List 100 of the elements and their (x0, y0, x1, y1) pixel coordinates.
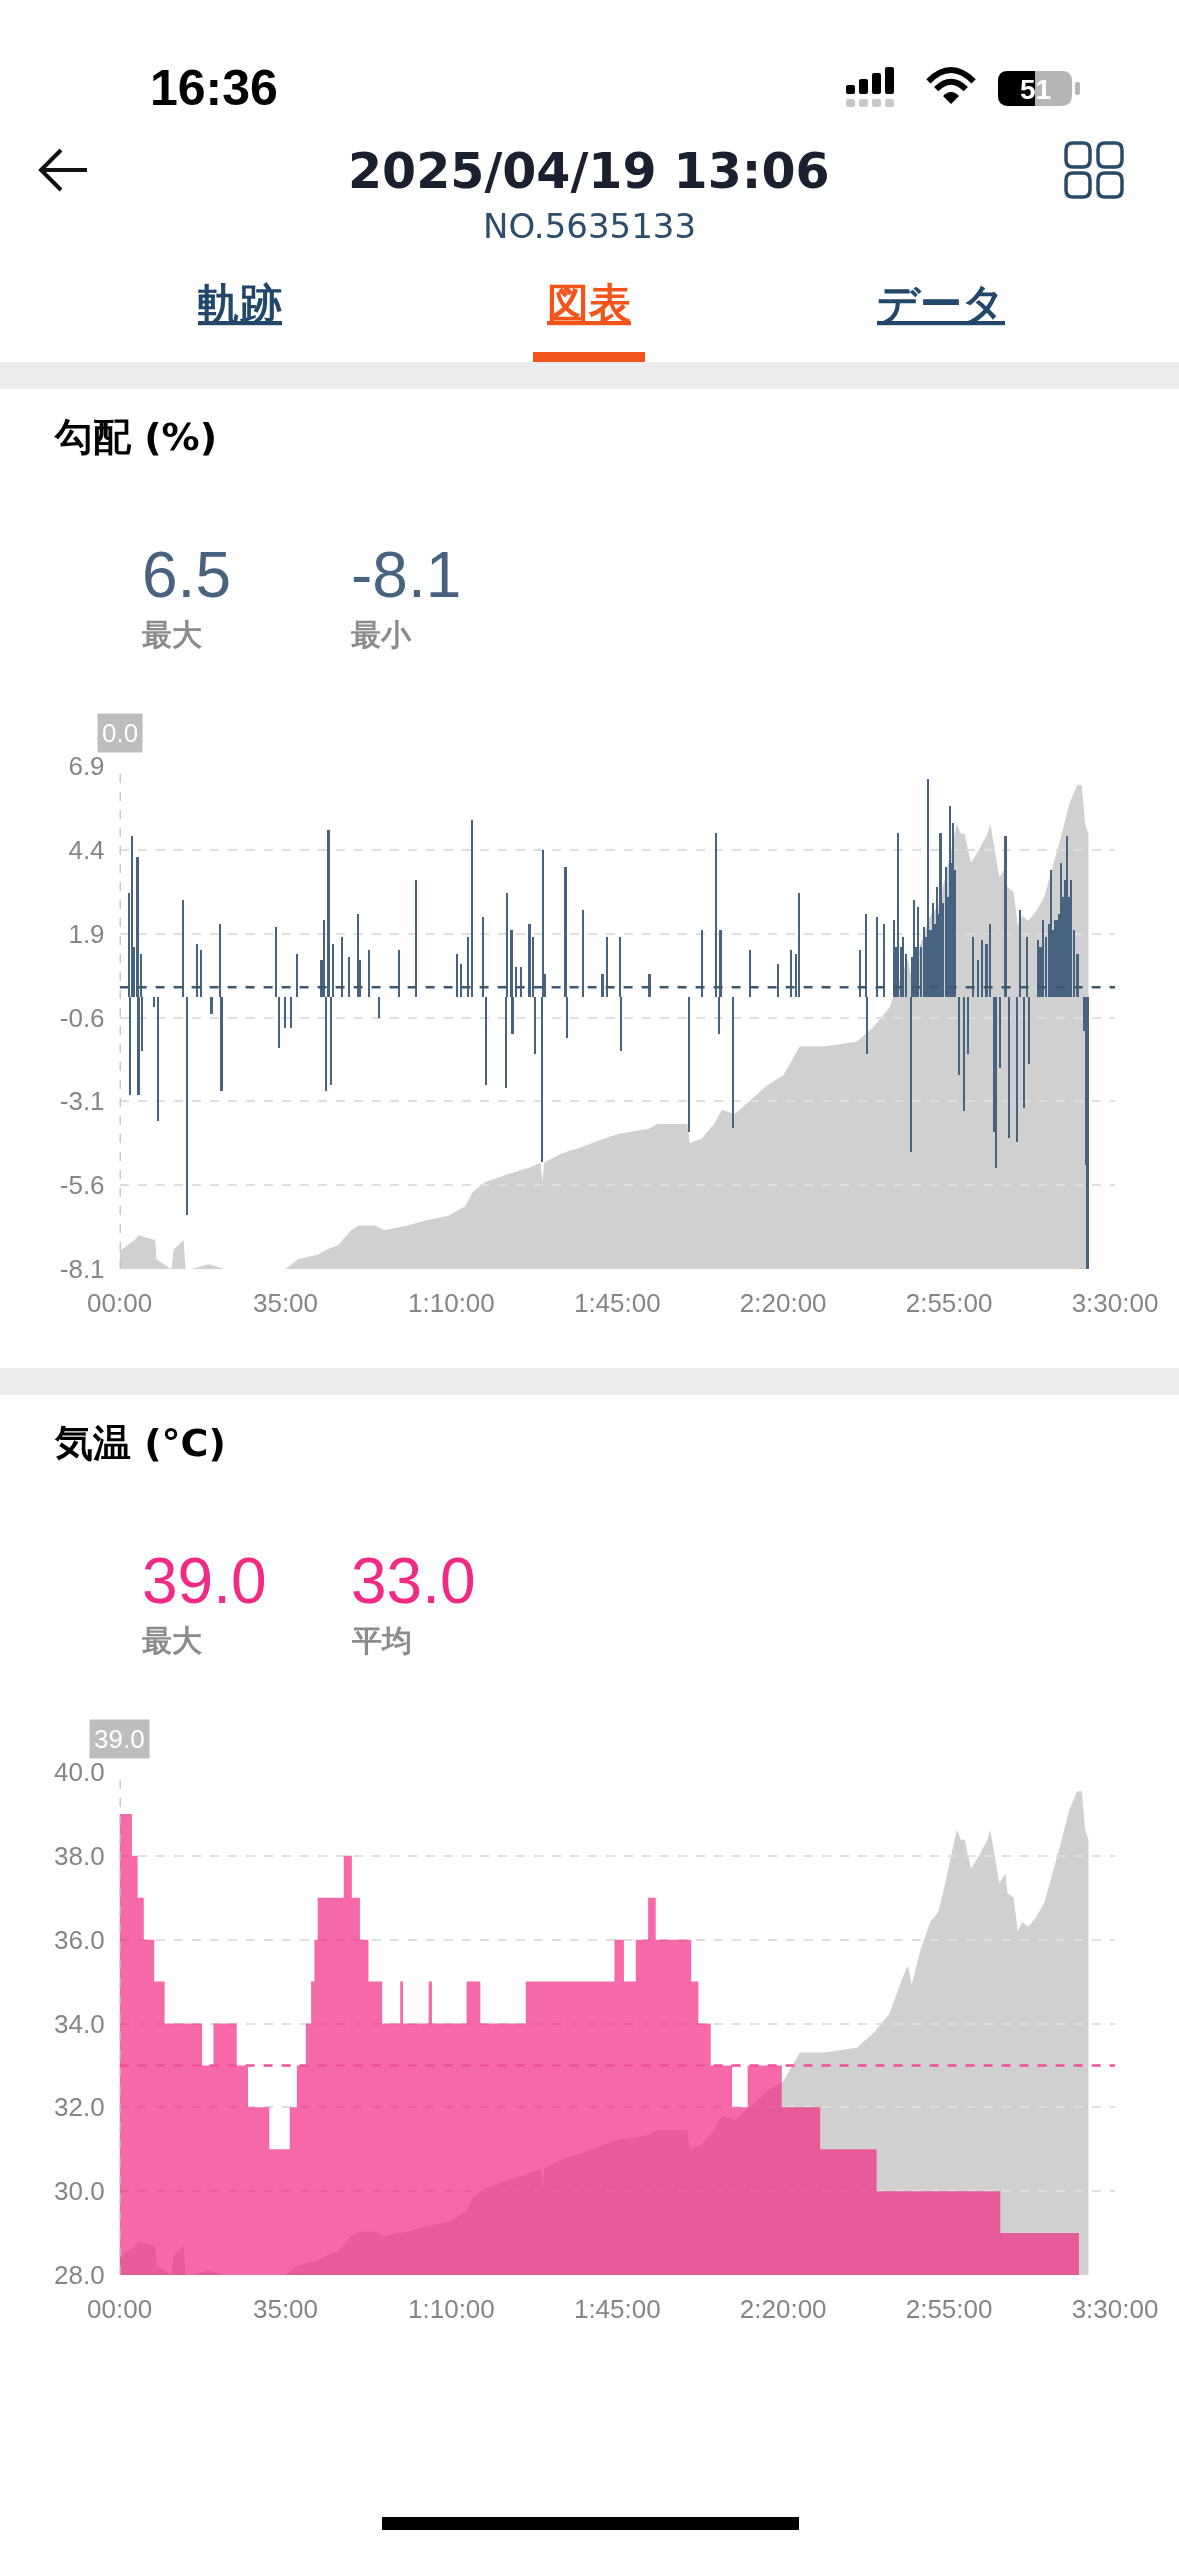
text: 最小 (351, 617, 412, 652)
bar (962, 997, 965, 1111)
text: 39.0 (94, 1724, 145, 1754)
y-tick-label: -8.1 (59, 1254, 105, 1285)
bar (533, 997, 536, 1054)
bar (277, 997, 280, 1048)
text: 6.5 (142, 539, 231, 611)
bar (687, 997, 690, 1132)
x-tick-label: 2:55:00 (905, 2294, 993, 2324)
bar (356, 914, 359, 997)
bar (414, 880, 417, 997)
bar (1049, 870, 1052, 997)
bar (731, 997, 734, 1128)
bar (1059, 863, 1062, 997)
bar (966, 997, 969, 1054)
bar (971, 937, 974, 997)
bar (181, 900, 184, 997)
y-tick-label: -0.6 (59, 1002, 105, 1033)
bar (901, 937, 904, 997)
x-tick-label: 1:10:00 (408, 1288, 495, 1318)
bar (1025, 937, 1028, 997)
chart-title: 勾配 (%) (54, 415, 218, 459)
text: 平均 (351, 1623, 412, 1658)
y-tick-label: -5.6 (59, 1170, 105, 1201)
y-tick-label: 34.0 (53, 2008, 105, 2039)
bar (581, 910, 584, 997)
bar (195, 944, 198, 997)
y-tick-label: 36.0 (53, 1924, 105, 1955)
bar (274, 927, 277, 997)
bar (1041, 920, 1044, 997)
bar (470, 820, 473, 997)
bar (892, 920, 895, 997)
x-tick-label: 3:30:00 (1071, 2294, 1159, 2324)
y-tick-label: 30.0 (53, 2176, 105, 2207)
bar (916, 907, 919, 997)
bar (1007, 997, 1010, 1138)
bar (926, 779, 929, 997)
bar (922, 927, 925, 997)
text: 0.0 (102, 718, 139, 748)
bar (326, 830, 330, 997)
y-tick-label: 6.9 (68, 751, 105, 782)
bar (152, 997, 155, 1007)
bar (324, 997, 327, 1091)
y-tick-label: 4.4 (68, 834, 105, 865)
bar (1027, 997, 1030, 1064)
bar (329, 997, 332, 1085)
text: 図表 (547, 280, 631, 327)
bar (776, 964, 779, 997)
bar (938, 833, 942, 997)
y-tick-label: 1.9 (68, 918, 105, 949)
bar (994, 997, 997, 1168)
bar (1069, 880, 1072, 997)
bar (156, 997, 159, 1121)
bar (527, 924, 531, 997)
text: -8.1 (351, 539, 462, 611)
y-tick-label: 28.0 (53, 2260, 105, 2291)
text: NO.5635133 (483, 206, 697, 246)
bar (896, 833, 899, 997)
x-tick-label: 35:00 (252, 2294, 319, 2324)
bar (377, 997, 380, 1018)
y-tick-label: 32.0 (53, 2092, 105, 2123)
bar (980, 940, 983, 997)
x-tick-label: 3:30:00 (1071, 1288, 1159, 1318)
bar (944, 867, 947, 997)
bar (1085, 997, 1089, 1269)
bar (209, 997, 213, 1014)
bar (331, 944, 334, 997)
x-tick-label: 1:45:00 (573, 1288, 661, 1318)
bar (484, 997, 487, 1085)
bar (295, 954, 298, 997)
y-tick-label: 38.0 (53, 1840, 105, 1871)
text: 2025/04/19 13:06 (348, 143, 830, 200)
bar (1065, 836, 1068, 997)
text: 軌跡 (198, 280, 282, 327)
bar (600, 974, 604, 997)
bar (998, 997, 1001, 1068)
x-tick-label: 1:45:00 (573, 2294, 661, 2324)
bar (459, 964, 462, 997)
bar (988, 924, 991, 997)
bar (1018, 910, 1021, 997)
text: データ (877, 280, 1005, 327)
x-tick-label: 2:55:00 (905, 1288, 993, 1318)
bar (289, 997, 292, 1028)
text: 最大 (142, 1623, 203, 1658)
bar (858, 950, 861, 997)
bar (957, 997, 960, 1075)
text: 39.0 (142, 1545, 267, 1617)
bar (882, 924, 885, 997)
chart-title: 気温 (°C) (54, 1421, 226, 1465)
x-tick-label: 35:00 (252, 1288, 319, 1318)
x-tick-label: 2:20:00 (739, 2294, 827, 2324)
bar (514, 967, 517, 997)
bar (185, 997, 188, 1215)
x-tick-label: 2:20:00 (739, 1288, 827, 1318)
bar (283, 997, 286, 1028)
bar (199, 950, 202, 997)
bar (797, 893, 800, 997)
text: 最大 (142, 617, 203, 652)
bar (130, 836, 133, 997)
bar (340, 937, 343, 997)
